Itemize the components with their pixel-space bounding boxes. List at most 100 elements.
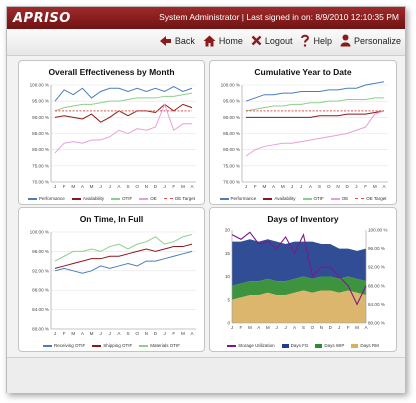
x-tick-label: F xyxy=(240,325,243,330)
series-line xyxy=(54,92,193,112)
apriso-logo: APRISO xyxy=(13,11,71,26)
x-tick-label: D xyxy=(346,184,350,189)
legend-item: Materials OTIF xyxy=(139,343,180,348)
home-button[interactable]: Home xyxy=(203,34,243,47)
legend-swatch xyxy=(219,197,229,200)
x-tick-label: M xyxy=(373,184,377,189)
legend-item: OE xyxy=(330,196,348,201)
personalize-button[interactable]: Personalize xyxy=(340,34,401,47)
area-days-rm xyxy=(232,290,366,323)
chart-title: Cumulative Year to Date xyxy=(254,67,352,77)
y-tick-label: 90.00 % xyxy=(32,115,49,120)
series-line xyxy=(54,102,192,154)
logout-button[interactable]: Logout xyxy=(251,34,293,47)
x-tick-label: N xyxy=(320,325,323,330)
legend-item: Performance xyxy=(28,196,65,201)
y-tick-label: 80.00 % xyxy=(32,327,49,332)
x-tick-label: M xyxy=(262,184,266,189)
legend-item: Days FG xyxy=(281,343,308,348)
y-tick-label: 75.00 % xyxy=(32,163,49,168)
x-tick-label: A xyxy=(309,184,313,189)
legend-swatch xyxy=(71,197,81,200)
y-left-tick-label: 15 xyxy=(225,251,231,256)
y-tick-label: 85.00 % xyxy=(223,131,240,136)
chart-title: Overall Effectiveness by Month xyxy=(48,67,175,77)
chart-legend: Performance Availability OTIF OE OE Target xyxy=(19,196,204,201)
series-line xyxy=(54,243,193,269)
x-tick-label: J xyxy=(109,331,111,336)
back-button[interactable]: Back xyxy=(159,34,195,47)
chart-title: On Time, In Full xyxy=(79,214,144,224)
x-tick-label: F xyxy=(172,331,175,336)
back-label: Back xyxy=(174,35,195,46)
x-tick-label: A xyxy=(257,325,261,330)
x-tick-label: N xyxy=(145,184,148,189)
x-tick-label: F xyxy=(364,184,367,189)
legend-swatch xyxy=(315,343,323,348)
legend-swatch xyxy=(263,197,273,200)
y-tick-label: 95.00 % xyxy=(32,99,49,104)
y-tick-label: 70.00 % xyxy=(223,180,240,185)
home-icon xyxy=(203,35,216,46)
legend-label: OE Target xyxy=(366,196,387,201)
legend-item: Performance xyxy=(219,196,257,201)
x-tick-label: F xyxy=(63,331,66,336)
legend-label: Shipping OTIF xyxy=(103,343,133,348)
legend-swatch xyxy=(163,198,173,199)
legend-swatch xyxy=(330,197,340,200)
x-tick-label: A xyxy=(117,184,121,189)
help-button[interactable]: Help xyxy=(300,34,332,47)
x-tick-label: J xyxy=(54,184,56,189)
chart-title: Days of Inventory xyxy=(267,214,339,224)
x-tick-label: D xyxy=(154,331,158,336)
help-question-icon xyxy=(301,34,310,47)
chart-legend: Performance Availability OTIF OE OE Target xyxy=(210,196,396,201)
series-line xyxy=(54,250,193,274)
y-right-tick-label: 80.00 % xyxy=(368,321,385,326)
x-tick-label: M xyxy=(181,184,185,189)
legend-item: Availability xyxy=(263,196,296,201)
person-icon xyxy=(340,34,351,47)
x-tick-label: M xyxy=(71,184,75,189)
x-tick-label: S xyxy=(302,325,305,330)
y-tick-label: 95.00 % xyxy=(223,99,240,104)
y-tick-label: 80.00 % xyxy=(223,147,240,152)
x-tick-label: M xyxy=(90,331,94,336)
x-tick-label: A xyxy=(382,184,386,189)
legend-label: Performance xyxy=(230,196,257,201)
x-tick-label: J xyxy=(284,325,286,330)
x-tick-label: A xyxy=(81,331,85,336)
chart-legend: Storage Utilization Days FG Days WIP Days R… xyxy=(210,343,396,348)
x-tick-label: D xyxy=(154,184,158,189)
x-tick-label: O xyxy=(135,331,139,336)
otif-chart: 100.00 % 96.00 % 92.00 % 88.00 % 84.00 % 80.0… xyxy=(30,230,196,336)
legend-swatch xyxy=(351,343,359,348)
legend-item: OTIF xyxy=(111,196,132,201)
chart-panel-overall-effectiveness: Overall Effectiveness by Month 100.00 % 9… xyxy=(18,60,205,205)
legend-label: OE xyxy=(150,196,157,201)
x-tick-label: J xyxy=(291,184,293,189)
legend-swatch xyxy=(28,197,38,200)
legend-item: Shipping OTIF xyxy=(92,343,132,348)
y-tick-label: 75.00 % xyxy=(223,163,240,168)
y-tick-label: 100.00 % xyxy=(221,83,240,88)
x-tick-label: J xyxy=(231,325,233,330)
logout-label: Logout xyxy=(264,35,293,46)
x-tick-label: A xyxy=(272,184,276,189)
legend-swatch xyxy=(139,197,149,200)
x-tick-label: N xyxy=(145,331,148,336)
x-tick-label: A xyxy=(81,184,85,189)
y-tick-label: 85.00 % xyxy=(32,131,49,136)
legend-label: Performance xyxy=(39,196,65,201)
x-tick-label: O xyxy=(311,325,315,330)
legend-swatch xyxy=(139,344,149,347)
app-window: APRISO System Administrator | Last signe… xyxy=(6,6,406,393)
personalize-label: Personalize xyxy=(353,35,401,46)
legend-item: OE xyxy=(139,196,157,201)
x-tick-label: M xyxy=(71,331,75,336)
y-tick-label: 88.00 % xyxy=(32,288,49,293)
logout-x-icon xyxy=(251,35,262,46)
series-line-storage-utilization xyxy=(231,231,367,306)
legend-label: Days WIP xyxy=(324,343,345,348)
x-tick-label: J xyxy=(54,331,56,336)
